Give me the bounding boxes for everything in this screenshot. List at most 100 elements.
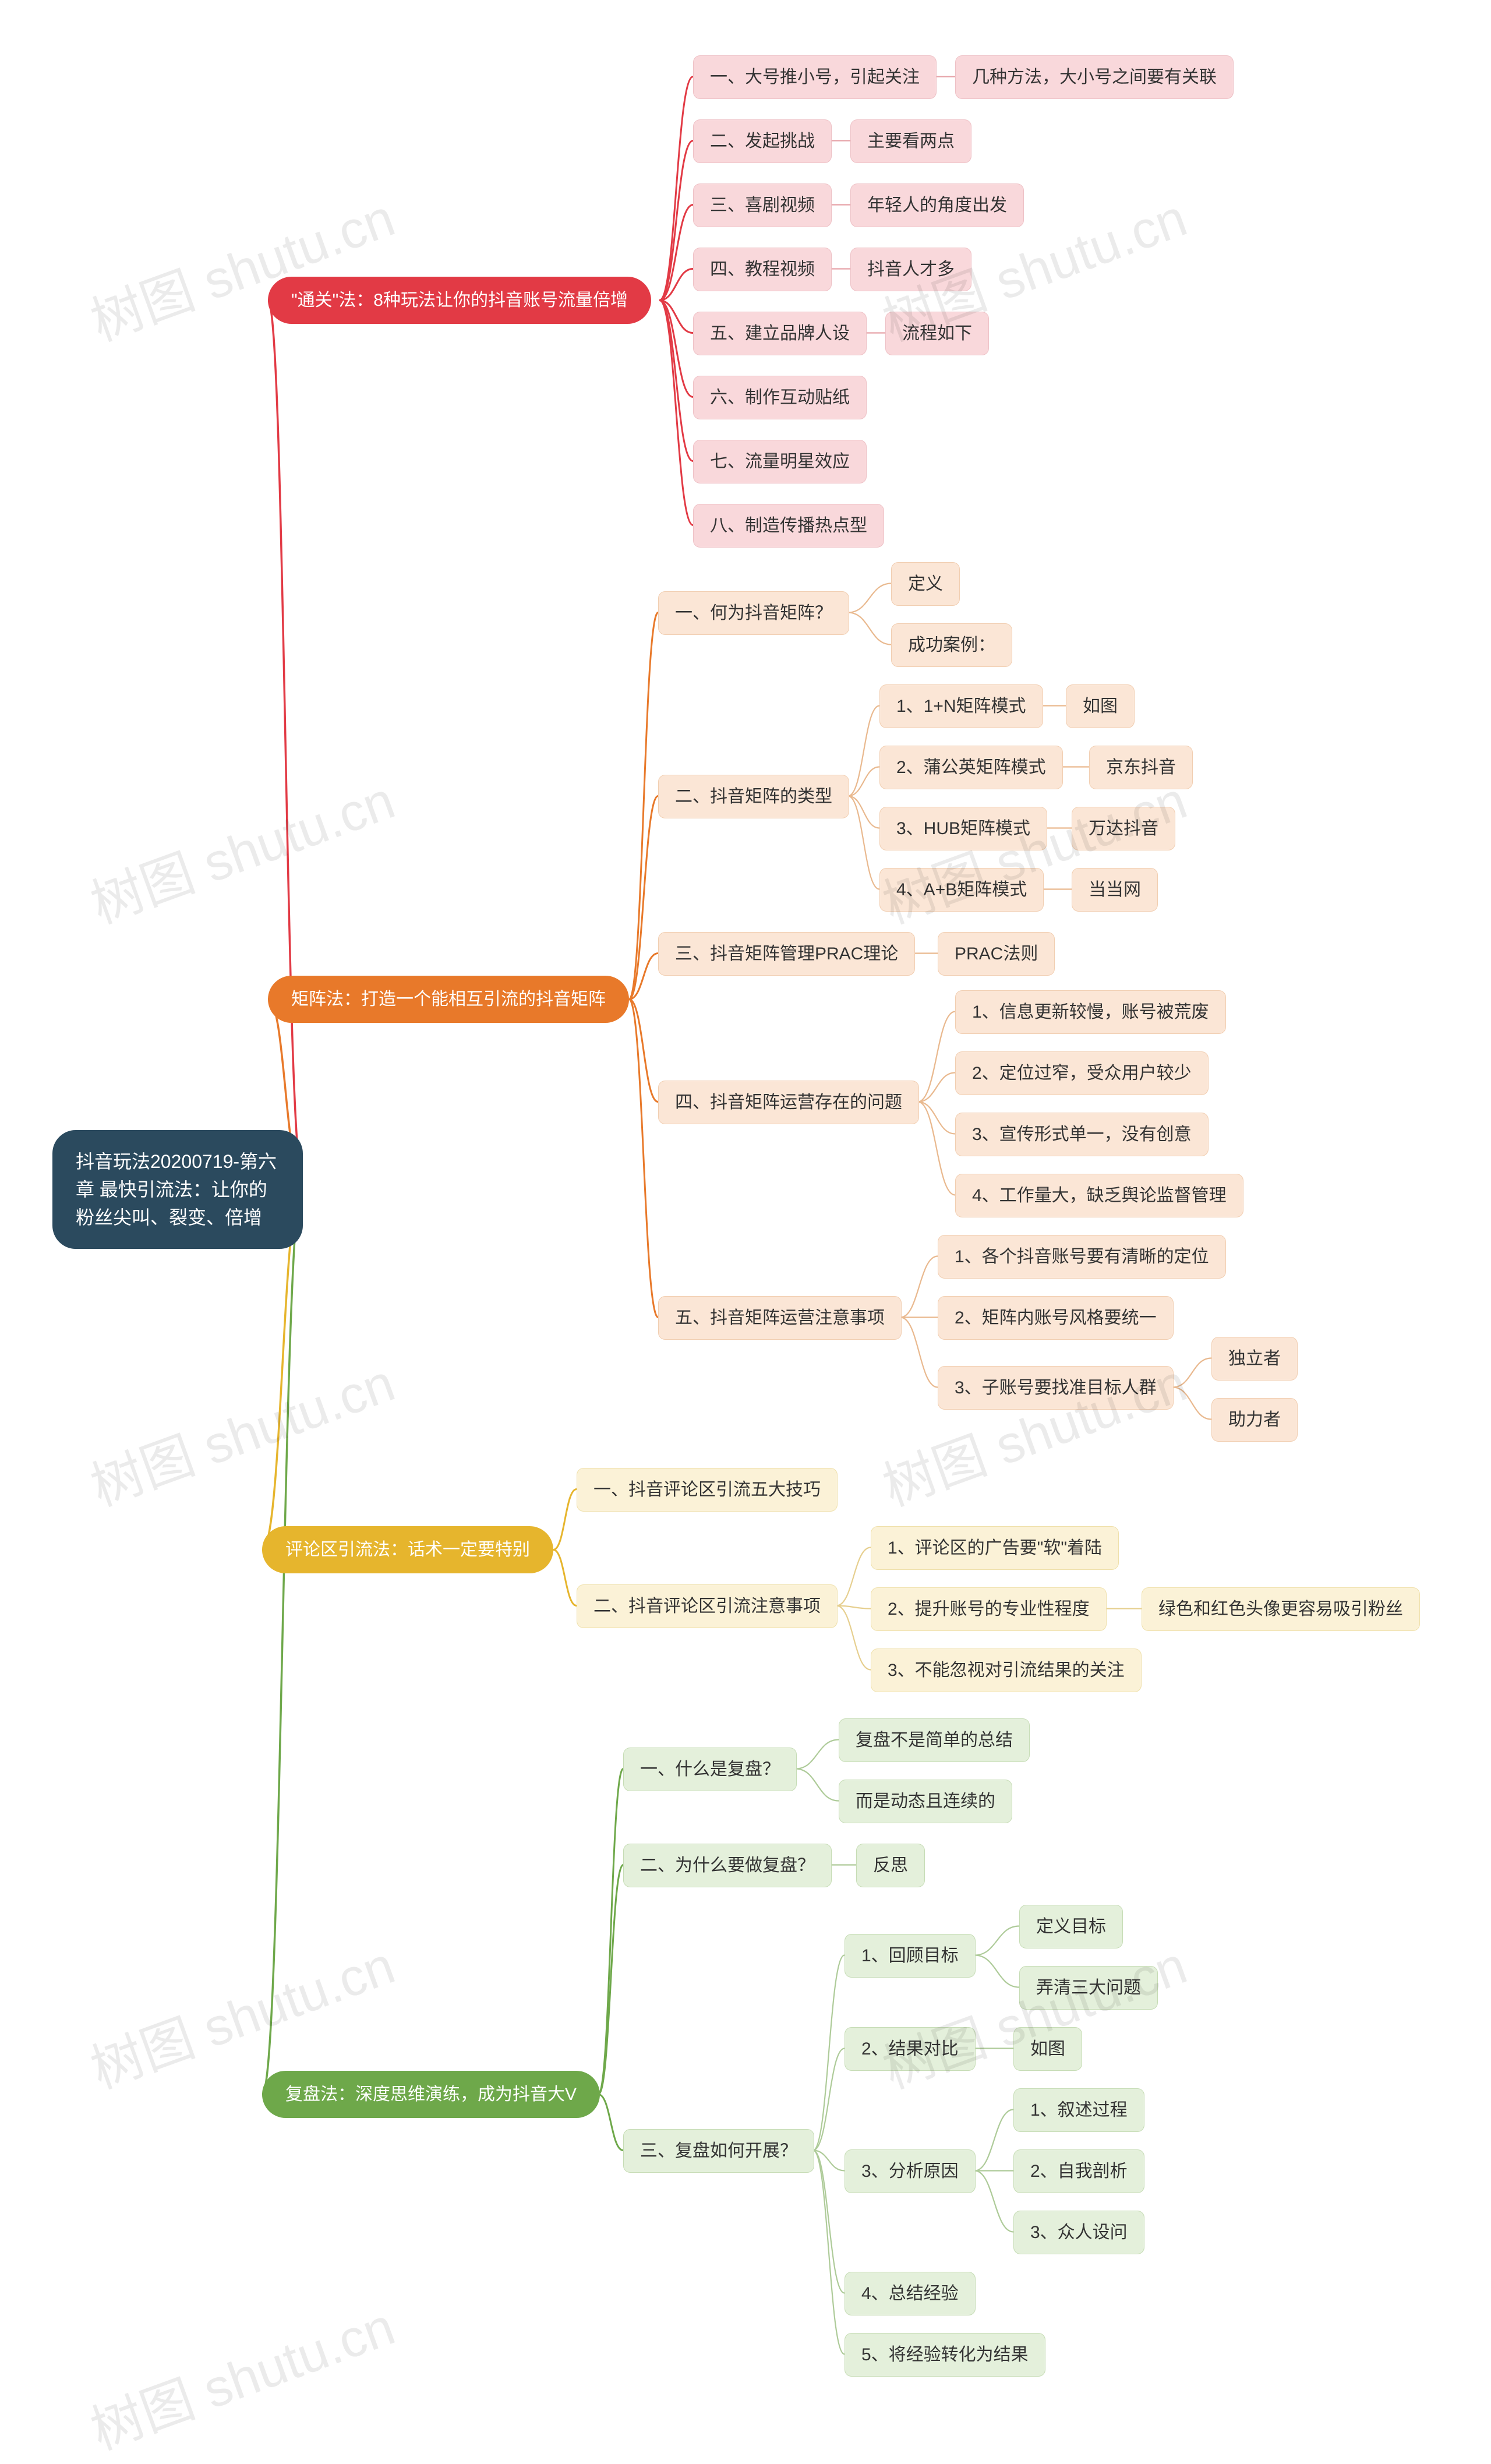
mindmap-edge — [659, 269, 693, 301]
mindmap-node: 1、各个抖音账号要有清晰的定位 — [938, 1235, 1226, 1279]
mindmap-edge — [918, 1102, 955, 1195]
mindmap-node: 二、为什么要做复盘？ — [623, 1844, 832, 1887]
mindmap-node: 六、制作互动贴纸 — [693, 376, 867, 419]
watermark: 树图 shutu.cn — [79, 1340, 404, 1520]
mindmap-edge — [974, 2171, 1013, 2232]
mindmap-node: 二、抖音评论区引流注意事项 — [577, 1584, 838, 1628]
mindmap-node: 1、1+N矩阵模式 — [879, 684, 1043, 728]
mindmap-node: 五、建立品牌人设 — [693, 312, 867, 355]
mindmap-node: 1、叙述过程 — [1013, 2088, 1144, 2132]
mindmap-edge — [918, 1012, 955, 1102]
mindmap-node: 四、抖音矩阵运营存在的问题 — [658, 1081, 919, 1124]
mindmap-node: 四、教程视频 — [693, 248, 832, 291]
mindmap-edge — [1172, 1358, 1211, 1388]
mindmap-node: 成功案例： — [891, 623, 1012, 667]
mindmap-node: 复盘不是简单的总结 — [839, 1718, 1030, 1762]
mindmap-node: 1、评论区的广告要"软"着陆 — [871, 1526, 1119, 1570]
mindmap-node: 定义目标 — [1019, 1905, 1123, 1948]
mindmap-node: 弄清三大问题 — [1019, 1966, 1158, 2010]
mindmap-node: 2、自我剖析 — [1013, 2149, 1144, 2193]
mindmap-edge — [629, 1000, 658, 1318]
mindmap-node: 二、抖音矩阵的类型 — [658, 775, 849, 818]
mindmap-node: 如图 — [1066, 684, 1135, 728]
mindmap-edge — [659, 205, 693, 301]
mindmap-edge — [974, 1926, 1019, 1955]
mindmap-edge — [629, 796, 658, 1000]
mindmap-edge — [598, 2095, 623, 2151]
mindmap-edge — [918, 1102, 955, 1134]
mindmap-edge — [553, 1489, 577, 1550]
mindmap-edge — [553, 1550, 577, 1606]
mindmap-edge — [848, 706, 879, 796]
mindmap-edge — [900, 1256, 938, 1318]
mindmap-node: PRAC法则 — [938, 932, 1055, 976]
mindmap-edge — [974, 2110, 1013, 2171]
mindmap-edge — [836, 1548, 871, 1606]
mindmap-edge — [796, 1769, 839, 1801]
mindmap-edge — [848, 613, 891, 645]
mindmap-node: 4、A+B矩阵模式 — [879, 868, 1044, 912]
mindmap-edge — [836, 1606, 871, 1609]
mindmap-node: 绿色和红色头像更容易吸引粉丝 — [1142, 1587, 1420, 1631]
mindmap-node: 3、HUB矩阵模式 — [879, 807, 1047, 850]
mindmap-node: 主要看两点 — [850, 119, 971, 163]
mindmap-node: 独立者 — [1211, 1337, 1298, 1381]
mindmap-node: 抖音玩法20200719-第六章 最快引流法：让你的粉丝尖叫、裂变、倍增 — [52, 1130, 303, 1249]
mindmap-node: 3、宣传形式单一，没有创意 — [955, 1113, 1209, 1156]
mindmap-node: 如图 — [1013, 2027, 1082, 2071]
mindmap-node: 1、信息更新较慢，账号被荒废 — [955, 990, 1226, 1034]
mindmap-edge — [918, 1073, 955, 1102]
mindmap-node: 2、蒲公英矩阵模式 — [879, 746, 1063, 789]
mindmap-node: 矩阵法：打造一个能相互引流的抖音矩阵 — [268, 976, 629, 1023]
mindmap-edge — [848, 767, 879, 796]
mindmap-node: 5、将经验转化为结果 — [845, 2333, 1045, 2377]
mindmap-canvas: 抖音玩法20200719-第六章 最快引流法：让你的粉丝尖叫、裂变、倍增 "通关"… — [0, 0, 1491, 2442]
watermark: 树图 shutu.cn — [79, 758, 404, 938]
mindmap-node: 2、提升账号的专业性程度 — [871, 1587, 1107, 1631]
mindmap-edge — [836, 1606, 871, 1670]
mindmap-edge — [659, 301, 693, 461]
mindmap-node: 3、不能忽视对引流结果的关注 — [871, 1648, 1142, 1692]
mindmap-edge — [848, 584, 891, 613]
mindmap-node: 五、抖音矩阵运营注意事项 — [658, 1296, 902, 1340]
mindmap-node: 八、制造传播热点型 — [693, 504, 884, 548]
mindmap-node: 几种方法，大小号之间要有关联 — [955, 55, 1234, 99]
mindmap-node: 万达抖音 — [1072, 807, 1175, 850]
mindmap-node: 七、流量明星效应 — [693, 440, 867, 483]
mindmap-node: 年轻人的角度出发 — [850, 183, 1024, 227]
watermark: 树图 shutu.cn — [79, 175, 404, 355]
mindmap-edge — [268, 301, 303, 1180]
mindmap-edge — [659, 301, 693, 525]
mindmap-node: 2、结果对比 — [845, 2027, 976, 2071]
mindmap-node: 京东抖音 — [1089, 746, 1193, 789]
mindmap-edge — [813, 2151, 845, 2354]
mindmap-node: 反思 — [856, 1844, 925, 1887]
mindmap-edge — [629, 954, 658, 1000]
mindmap-node: 三、复盘如何开展？ — [623, 2129, 814, 2173]
mindmap-node: 2、矩阵内账号风格要统一 — [938, 1296, 1174, 1340]
mindmap-node: 4、总结经验 — [845, 2272, 976, 2315]
mindmap-node: 评论区引流法：话术一定要特别 — [262, 1526, 553, 1573]
mindmap-edge — [848, 796, 879, 828]
mindmap-node: 流程如下 — [885, 312, 989, 355]
mindmap-node: 定义 — [891, 562, 960, 606]
mindmap-node: 3、分析原因 — [845, 2149, 976, 2193]
mindmap-node: 一、什么是复盘？ — [623, 1748, 797, 1791]
mindmap-edge — [659, 141, 693, 301]
mindmap-node: 而是动态且连续的 — [839, 1780, 1012, 1823]
mindmap-edge — [974, 1955, 1019, 1988]
mindmap-edge — [659, 301, 693, 397]
mindmap-node: 4、工作量大，缺乏舆论监督管理 — [955, 1174, 1243, 1217]
mindmap-node: 一、抖音评论区引流五大技巧 — [577, 1468, 838, 1512]
mindmap-node: 3、子账号要找准目标人群 — [938, 1366, 1174, 1410]
mindmap-node: "通关"法：8种玩法让你的抖音账号流量倍增 — [268, 277, 651, 324]
mindmap-edge — [629, 1000, 658, 1102]
mindmap-node: 1、回顾目标 — [845, 1934, 976, 1978]
mindmap-edge — [813, 2049, 845, 2151]
mindmap-node: 一、何为抖音矩阵？ — [658, 591, 849, 635]
mindmap-node: 助力者 — [1211, 1398, 1298, 1442]
mindmap-edge — [900, 1318, 938, 1388]
mindmap-node: 三、抖音矩阵管理PRAC理论 — [658, 932, 915, 976]
mindmap-edge — [598, 1865, 623, 2095]
mindmap-node: 二、发起挑战 — [693, 119, 832, 163]
